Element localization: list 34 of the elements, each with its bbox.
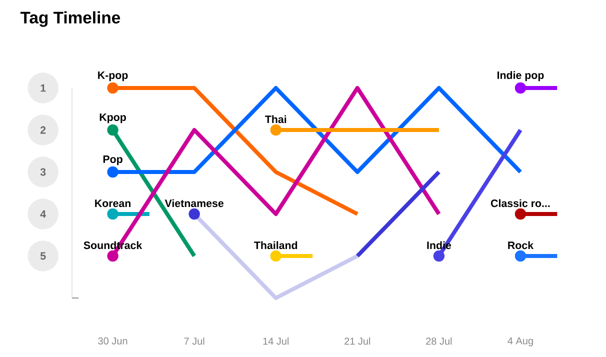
x-tick-label: 4 Aug xyxy=(508,337,533,346)
series-label: Thailand xyxy=(254,241,298,250)
y-tick-label: 5 xyxy=(40,252,46,260)
point xyxy=(270,124,282,136)
chart-title: Tag Timeline xyxy=(20,11,120,27)
point xyxy=(188,208,200,220)
x-tick-label: 30 Jun xyxy=(98,337,128,344)
point xyxy=(107,82,118,94)
point xyxy=(107,166,118,178)
series-label: Indie pop xyxy=(497,71,544,82)
series-label: K-pop xyxy=(98,72,128,82)
point xyxy=(514,82,526,94)
series-label: Kpop xyxy=(100,114,126,124)
point xyxy=(270,250,282,262)
series-label: Classic ro... xyxy=(490,199,550,208)
series-label: Vietnamese xyxy=(164,199,224,208)
x-tick-label: 28 Jul xyxy=(426,337,452,345)
point xyxy=(107,208,118,220)
x-tick-label: 7 Jul xyxy=(184,337,204,345)
x-tick-label: 14 Jul xyxy=(263,337,289,345)
point xyxy=(433,250,445,262)
series-label: Thai xyxy=(265,115,286,124)
x-tick-label: 21 Jul xyxy=(344,337,370,345)
y-tick-label: 4 xyxy=(40,210,46,218)
series-label: Korean xyxy=(95,200,130,208)
series-label: Pop xyxy=(103,156,122,166)
y-tick-label: 3 xyxy=(40,168,46,176)
point xyxy=(107,124,118,136)
point xyxy=(514,250,526,262)
point xyxy=(514,208,526,220)
y-tick-label: 1 xyxy=(40,84,46,92)
series-label: Rock xyxy=(508,241,534,250)
point xyxy=(107,250,118,262)
y-tick-label: 2 xyxy=(40,126,46,134)
